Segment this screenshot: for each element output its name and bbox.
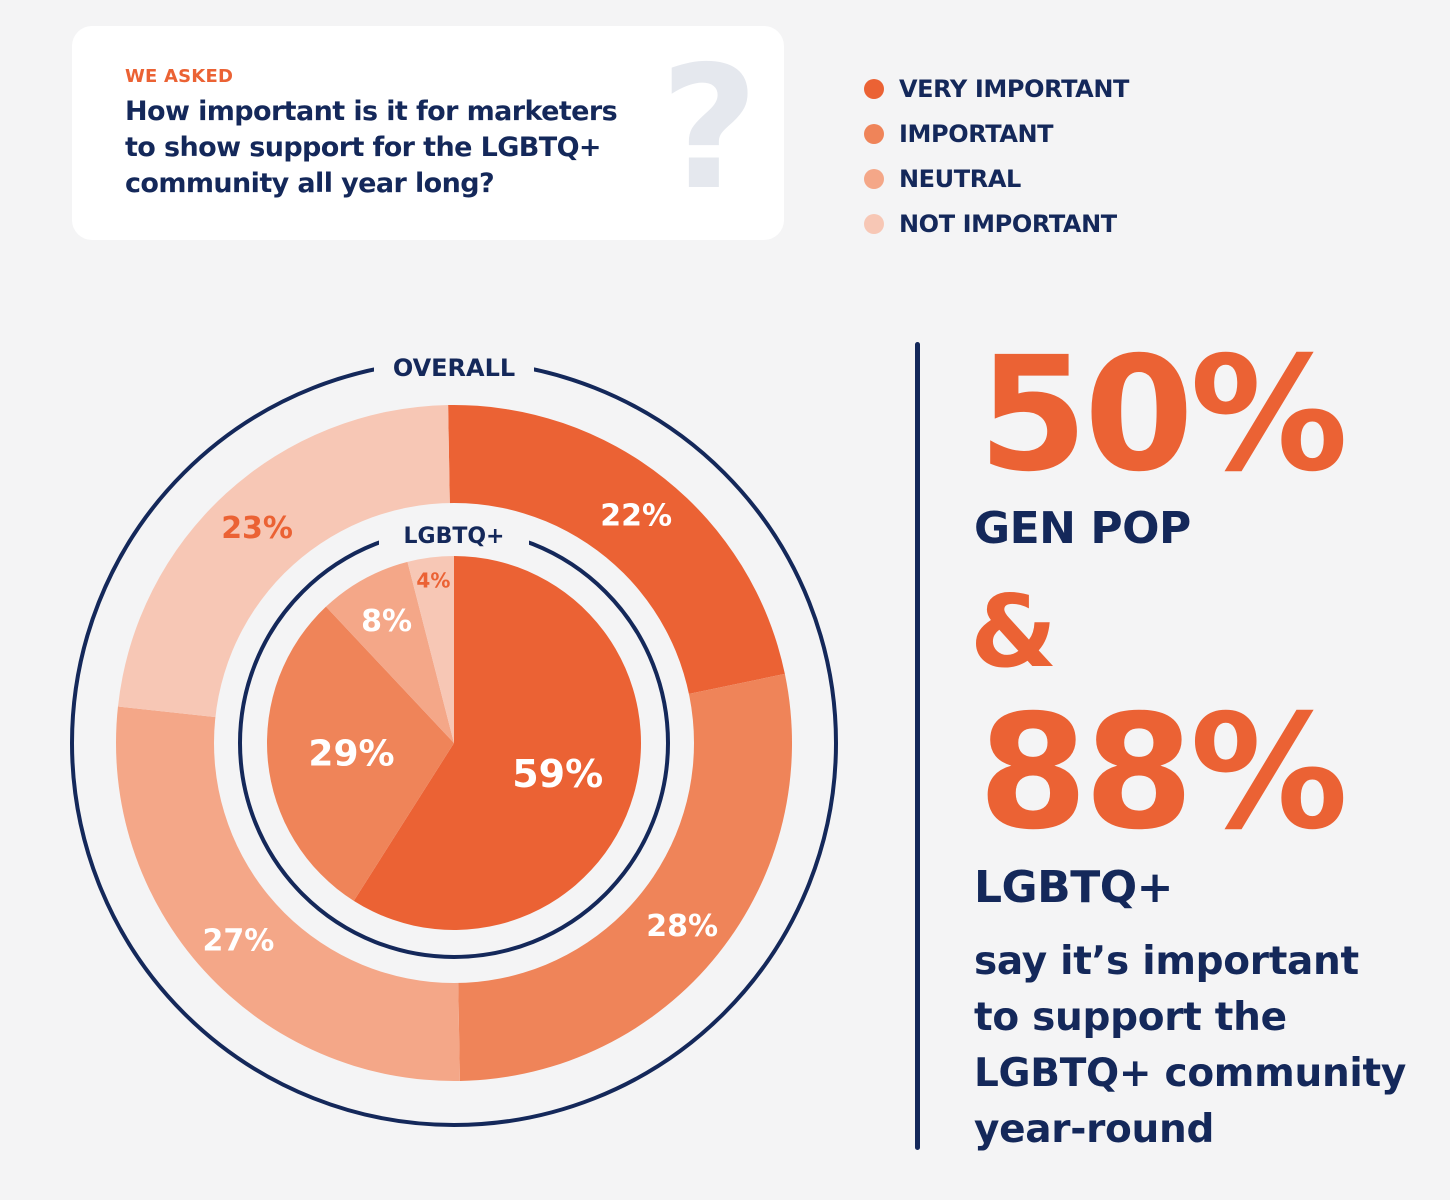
lgbtq-stat-value: 88%	[978, 681, 1348, 865]
overall-value-label: 28%	[646, 909, 718, 944]
legend-label: NOT IMPORTANT	[899, 209, 1117, 238]
ampersand: &	[970, 573, 1058, 690]
legend-item-not-important: NOT IMPORTANT	[864, 201, 1129, 246]
legend-item-important: IMPORTANT	[864, 111, 1129, 156]
legend-label: NEUTRAL	[899, 164, 1021, 193]
lgbtq-value-label: 59%	[512, 752, 603, 796]
overall-value-label: 27%	[202, 924, 274, 959]
lgbtq-value-label: 4%	[416, 569, 450, 593]
question-card: WE ASKED How important is it for markete…	[72, 26, 784, 240]
lgbtq-slice-very-important	[353, 556, 641, 930]
overall-ring-title: OVERALL	[393, 354, 515, 382]
lgbtq-stat-label: LGBTQ+	[974, 862, 1173, 913]
lgbtq-ring-title-bg	[379, 521, 529, 554]
legend-item-very-important: VERY IMPORTANT	[864, 66, 1129, 111]
lgbtq-slice-important	[266, 606, 454, 901]
legend-item-neutral: NEUTRAL	[864, 156, 1129, 201]
lgbtq-value-label: 29%	[308, 734, 394, 775]
lgbtq-ring-title: LGBTQ+	[404, 524, 505, 549]
overall-value-label: 23%	[221, 511, 293, 546]
question-text: How important is it for marketers to sho…	[125, 96, 618, 199]
legend-swatch	[864, 78, 884, 99]
stat-description: say it’s important to support the LGBTQ+…	[974, 939, 1406, 1152]
donut-chart: OVERALL LGBTQ+ 22% 28% 27% 23% 59% 29% 8%4%	[70, 352, 838, 1127]
legend-swatch	[864, 123, 884, 144]
lgbtq-slice-neutral	[325, 561, 454, 743]
legend-label: VERY IMPORTANT	[899, 74, 1130, 103]
legend: VERY IMPORTANT IMPORTANT NEUTRAL NOT IMP…	[864, 66, 1129, 246]
legend-swatch	[864, 168, 884, 189]
question-mark-icon: ?	[660, 30, 759, 228]
legend-label: IMPORTANT	[899, 119, 1054, 148]
legend-swatch	[864, 213, 884, 234]
lgbtq-value-label: 8%	[361, 604, 412, 639]
divider	[915, 342, 920, 1150]
gen-pop-stat-value: 50%	[978, 323, 1348, 507]
lgbtq-slice-not-important	[407, 556, 454, 743]
question-eyebrow: WE ASKED	[125, 66, 234, 87]
overall-value-label: 22%	[600, 499, 672, 534]
overall-ring-title-bg	[374, 352, 534, 388]
gen-pop-stat-label: GEN POP	[974, 503, 1191, 554]
